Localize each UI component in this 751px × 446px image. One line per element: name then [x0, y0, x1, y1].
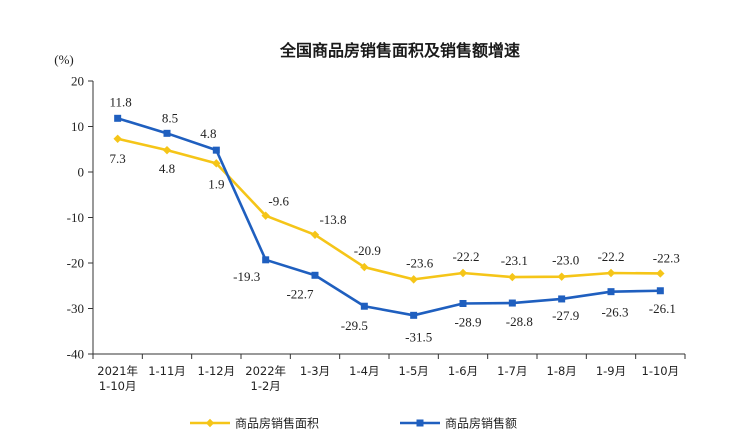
data-point: [360, 262, 369, 272]
data-label: -13.8: [319, 212, 346, 227]
data-point: [310, 230, 320, 239]
data-label: 1.9: [208, 176, 224, 191]
data-label: -29.5: [341, 318, 368, 333]
data-point: [606, 268, 616, 278]
data-label: 11.8: [110, 94, 132, 109]
y-tick-label: -10: [67, 210, 84, 225]
data-label: -22.2: [597, 249, 624, 264]
data-label: -26.1: [649, 301, 676, 316]
x-tick-label: 1-10月: [642, 364, 680, 378]
data-point: [607, 288, 615, 296]
legend-item: 商品房销售额: [400, 416, 517, 431]
y-tick-label: -40: [67, 347, 84, 362]
data-point: [459, 299, 467, 307]
x-tick-label: 1-3月: [300, 364, 330, 378]
data-label: -23.1: [501, 253, 528, 268]
legend-label: 商品房销售额: [445, 416, 517, 431]
x-tick-label: 1-12月: [198, 364, 236, 378]
data-label: -28.8: [506, 314, 533, 329]
data-point: [558, 295, 566, 303]
data-point: [162, 145, 172, 155]
x-tick-label: 1-5月: [399, 364, 429, 378]
x-tick-label: 1-10月: [99, 379, 137, 393]
data-label: 4.8: [200, 126, 216, 141]
data-label: -23.0: [552, 253, 579, 268]
y-tick-label: -30: [67, 301, 84, 316]
data-point: [114, 114, 122, 122]
y-tick-label: -20: [67, 256, 84, 271]
y-tick-label: 0: [78, 165, 85, 180]
data-label: -22.7: [286, 286, 314, 301]
x-tick-label: 1-11月: [148, 364, 186, 378]
data-label: -9.6: [268, 194, 289, 209]
x-tick-label: 1-7月: [497, 364, 527, 378]
series-line: [117, 117, 661, 317]
data-point: [458, 268, 468, 278]
legend: 商品房销售面积 商品房销售额: [190, 416, 517, 431]
data-point: [113, 134, 122, 143]
data-label: 7.3: [110, 151, 126, 166]
data-point: [410, 311, 418, 319]
data-label: -22.2: [452, 249, 479, 264]
x-tick-label: 1-8月: [547, 364, 577, 378]
data-label: -27.9: [552, 308, 579, 323]
data-point: [261, 211, 270, 220]
data-label: -28.9: [454, 314, 481, 329]
data-point: [409, 275, 418, 284]
x-tick-label: 1-2月: [251, 379, 281, 393]
series-area: 7.3 4.8 1.9 -9.6 -13.8 -20.9 -23.6 -22.2 -23.1 -2…: [110, 134, 680, 284]
data-point: [212, 159, 221, 168]
x-tick-label: 1-4月: [349, 364, 379, 378]
legend-label: 商品房销售面积: [235, 416, 319, 431]
legend-marker: [205, 418, 215, 428]
y-tick-label: 10: [71, 119, 84, 134]
series-layer: 7.3 4.8 1.9 -9.6 -13.8 -20.9 -23.6 -22.2 -23.1 -2…: [110, 94, 680, 344]
x-tick-label: 1-9月: [596, 364, 626, 378]
data-point: [212, 146, 220, 154]
chart-title: 全国商品房销售面积及销售额增速: [279, 41, 520, 60]
data-point: [163, 129, 171, 137]
x-tick-label: 1-6月: [448, 364, 478, 378]
x-tick-label: 2022年: [245, 364, 286, 378]
series-line: [117, 137, 661, 281]
y-tick-label: 20: [71, 74, 84, 89]
data-point: [508, 272, 517, 282]
data-point: [262, 256, 270, 264]
legend-item: 商品房销售面积: [190, 416, 319, 431]
data-label: -19.3: [233, 269, 260, 284]
data-point: [311, 271, 319, 279]
series-amount: 11.8 8.5 4.8 -19.3 -22.7 -29.5 -31.5 -28.9 -28.8…: [110, 94, 676, 344]
data-label: -23.6: [406, 255, 434, 270]
data-point: [656, 269, 665, 278]
data-label: 4.8: [159, 161, 175, 176]
data-label: -31.5: [405, 329, 432, 344]
data-point: [557, 272, 566, 281]
data-point: [656, 287, 664, 295]
data-point: [360, 302, 368, 310]
data-label: -20.9: [354, 243, 381, 258]
data-label: -26.3: [601, 305, 628, 320]
x-tick-label: 2021年: [97, 364, 138, 378]
data-point: [508, 299, 516, 307]
data-label: -22.3: [653, 250, 680, 265]
y-axis-unit: (%): [54, 52, 74, 67]
legend-marker: [416, 419, 424, 427]
data-label: 8.5: [162, 110, 178, 125]
